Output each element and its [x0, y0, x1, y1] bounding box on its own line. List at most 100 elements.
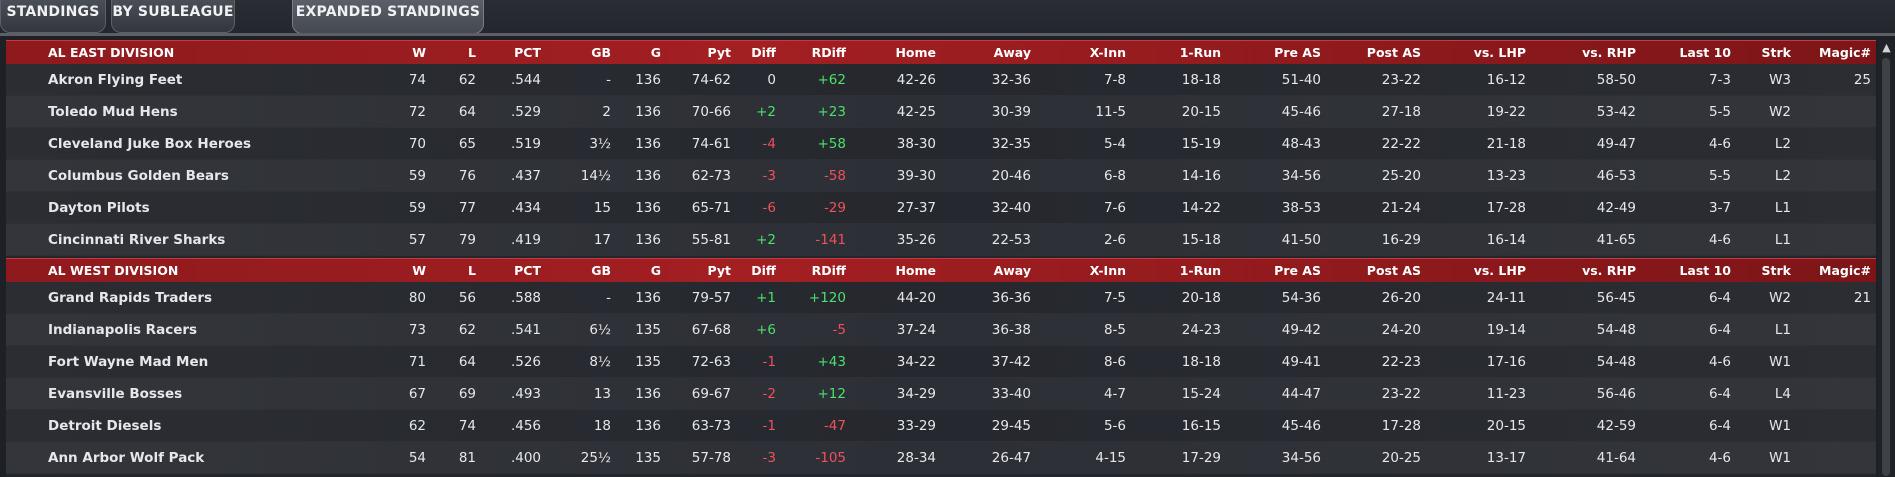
cell-diff: -3 [762, 167, 776, 184]
column-header-pre-as[interactable]: Pre AS [1274, 45, 1321, 60]
table-row[interactable]: Akron Flying Feet 74 62 .544 - 136 74-62 0 +62 42… [6, 64, 1876, 96]
cell-last10: 5-5 [1708, 103, 1731, 120]
column-header-g[interactable]: G [650, 45, 661, 60]
column-header-magic[interactable]: Magic# [1819, 263, 1871, 278]
table-row[interactable]: Dayton Pilots 59 77 .434 15 136 65-71 -6 -29 27-3… [6, 192, 1876, 224]
column-header-strk[interactable]: Strk [1761, 45, 1791, 60]
table-row[interactable]: Fort Wayne Mad Men 71 64 .526 8½ 135 72-63 -1 +4… [6, 346, 1876, 378]
cell-home: 27-37 [896, 199, 936, 216]
cell-g: 136 [635, 289, 661, 306]
cell-diff: 0 [767, 71, 776, 88]
cell-vsrhp: 42-49 [1596, 199, 1636, 216]
cell-gb: 6½ [589, 321, 611, 338]
column-header-last-10[interactable]: Last 10 [1679, 45, 1731, 60]
cell-magic [1806, 128, 1871, 159]
column-header-gb[interactable]: GB [591, 263, 611, 278]
table-row[interactable]: Cincinnati River Sharks 57 79 .419 17 136 55-8… [6, 224, 1876, 256]
column-header-w[interactable]: W [412, 263, 426, 278]
column-header-strk[interactable]: Strk [1761, 263, 1791, 278]
column-header-l[interactable]: L [468, 45, 476, 60]
table-row[interactable]: Indianapolis Racers 73 62 .541 6½ 135 67-68 +6 -… [6, 314, 1876, 346]
column-header-x-inn[interactable]: X-Inn [1089, 263, 1126, 278]
column-header-post-as[interactable]: Post AS [1366, 263, 1421, 278]
cell-magic [1806, 192, 1871, 223]
column-header-l[interactable]: L [468, 263, 476, 278]
team-name[interactable]: Indianapolis Racers [48, 321, 198, 338]
cell-onerun: 15-19 [1181, 135, 1221, 152]
column-header-diff[interactable]: Diff [751, 45, 776, 60]
cell-magic [1806, 314, 1871, 345]
column-header-gb[interactable]: GB [591, 45, 611, 60]
column-header-w[interactable]: W [412, 45, 426, 60]
team-name[interactable]: Akron Flying Feet [48, 71, 183, 88]
cell-away: 29-45 [991, 417, 1031, 434]
team-name[interactable]: Fort Wayne Mad Men [48, 353, 209, 370]
cell-gb: 25½ [580, 449, 611, 466]
cell-onerun: 18-18 [1181, 353, 1221, 370]
table-row[interactable]: Columbus Golden Bears 59 76 .437 14½ 136 62-73… [6, 160, 1876, 192]
column-header-magic[interactable]: Magic# [1819, 45, 1871, 60]
team-name[interactable]: Ann Arbor Wolf Pack [48, 449, 205, 466]
cell-away: 32-40 [991, 199, 1031, 216]
column-header-pct[interactable]: PCT [514, 263, 541, 278]
column-header-home[interactable]: Home [895, 45, 936, 60]
column-header-1-run[interactable]: 1-Run [1179, 45, 1221, 60]
table-row[interactable]: Detroit Diesels 62 74 .456 18 136 63-73 -1 -47 33… [6, 410, 1876, 442]
team-name[interactable]: Evansville Bosses [48, 385, 183, 402]
chevron-up-icon[interactable]: ▲ [1882, 41, 1891, 54]
tab-by-subleague[interactable]: BY SUBLEAGUE [111, 0, 235, 33]
cell-postas: 24-20 [1381, 321, 1421, 338]
team-name[interactable]: Detroit Diesels [48, 417, 162, 434]
cell-w: 54 [408, 449, 426, 466]
cell-vsrhp: 46-53 [1596, 167, 1636, 184]
team-name[interactable]: Dayton Pilots [48, 199, 150, 216]
scrollbar-thumb[interactable] [1882, 58, 1890, 476]
cell-away: 37-42 [991, 353, 1031, 370]
cell-l: 76 [458, 167, 476, 184]
cell-strk: W1 [1769, 449, 1791, 466]
column-header-vs-rhp[interactable]: vs. RHP [1582, 45, 1636, 60]
tab-standings[interactable]: STANDINGS [0, 0, 106, 33]
team-name[interactable]: Toledo Mud Hens [48, 103, 178, 120]
cell-xinn: 8-5 [1103, 321, 1126, 338]
cell-vsrhp: 54-48 [1596, 353, 1636, 370]
table-row[interactable]: Grand Rapids Traders 80 56 .588 - 136 79-57 +1 +… [6, 282, 1876, 314]
cell-away: 33-40 [991, 385, 1031, 402]
division-header: AL EAST DIVISION W L PCT GB G Pyt Diff RDiff Home… [6, 40, 1876, 64]
column-header-rdiff[interactable]: RDiff [811, 45, 846, 60]
column-header-pyt[interactable]: Pyt [707, 263, 731, 278]
column-header-diff[interactable]: Diff [751, 263, 776, 278]
column-header-away[interactable]: Away [993, 45, 1031, 60]
team-name[interactable]: Grand Rapids Traders [48, 289, 213, 306]
tab-expanded-standings[interactable]: EXPANDED STANDINGS [292, 0, 484, 34]
cell-rdiff: -47 [823, 417, 846, 434]
team-name[interactable]: Columbus Golden Bears [48, 167, 229, 184]
column-header-away[interactable]: Away [993, 263, 1031, 278]
cell-pct: .456 [510, 417, 541, 434]
cell-w: 71 [408, 353, 426, 370]
column-header-pct[interactable]: PCT [514, 45, 541, 60]
column-header-pre-as[interactable]: Pre AS [1274, 263, 1321, 278]
team-name[interactable]: Cleveland Juke Box Heroes [48, 135, 252, 152]
cell-xinn: 6-8 [1103, 167, 1126, 184]
cell-l: 62 [458, 71, 476, 88]
team-name[interactable]: Cincinnati River Sharks [48, 231, 226, 248]
column-header-home[interactable]: Home [895, 263, 936, 278]
cell-preas: 45-46 [1281, 103, 1321, 120]
column-header-vs-lhp[interactable]: vs. LHP [1473, 45, 1526, 60]
column-header-g[interactable]: G [650, 263, 661, 278]
column-header-post-as[interactable]: Post AS [1366, 45, 1421, 60]
column-header-vs-rhp[interactable]: vs. RHP [1582, 263, 1636, 278]
table-row[interactable]: Cleveland Juke Box Heroes 70 65 .519 3½ 136 74… [6, 128, 1876, 160]
column-header-rdiff[interactable]: RDiff [811, 263, 846, 278]
table-row[interactable]: Evansville Bosses 67 69 .493 13 136 69-67 -2 +12… [6, 378, 1876, 410]
column-header-last-10[interactable]: Last 10 [1679, 263, 1731, 278]
column-header-1-run[interactable]: 1-Run [1179, 263, 1221, 278]
cell-strk: L2 [1774, 167, 1791, 184]
cell-g: 135 [635, 321, 661, 338]
column-header-pyt[interactable]: Pyt [707, 45, 731, 60]
column-header-vs-lhp[interactable]: vs. LHP [1473, 263, 1526, 278]
column-header-x-inn[interactable]: X-Inn [1089, 45, 1126, 60]
table-row[interactable]: Ann Arbor Wolf Pack 54 81 .400 25½ 135 57-78 -3… [6, 442, 1876, 474]
table-row[interactable]: Toledo Mud Hens 72 64 .529 2 136 70-66 +2 +23 42-… [6, 96, 1876, 128]
